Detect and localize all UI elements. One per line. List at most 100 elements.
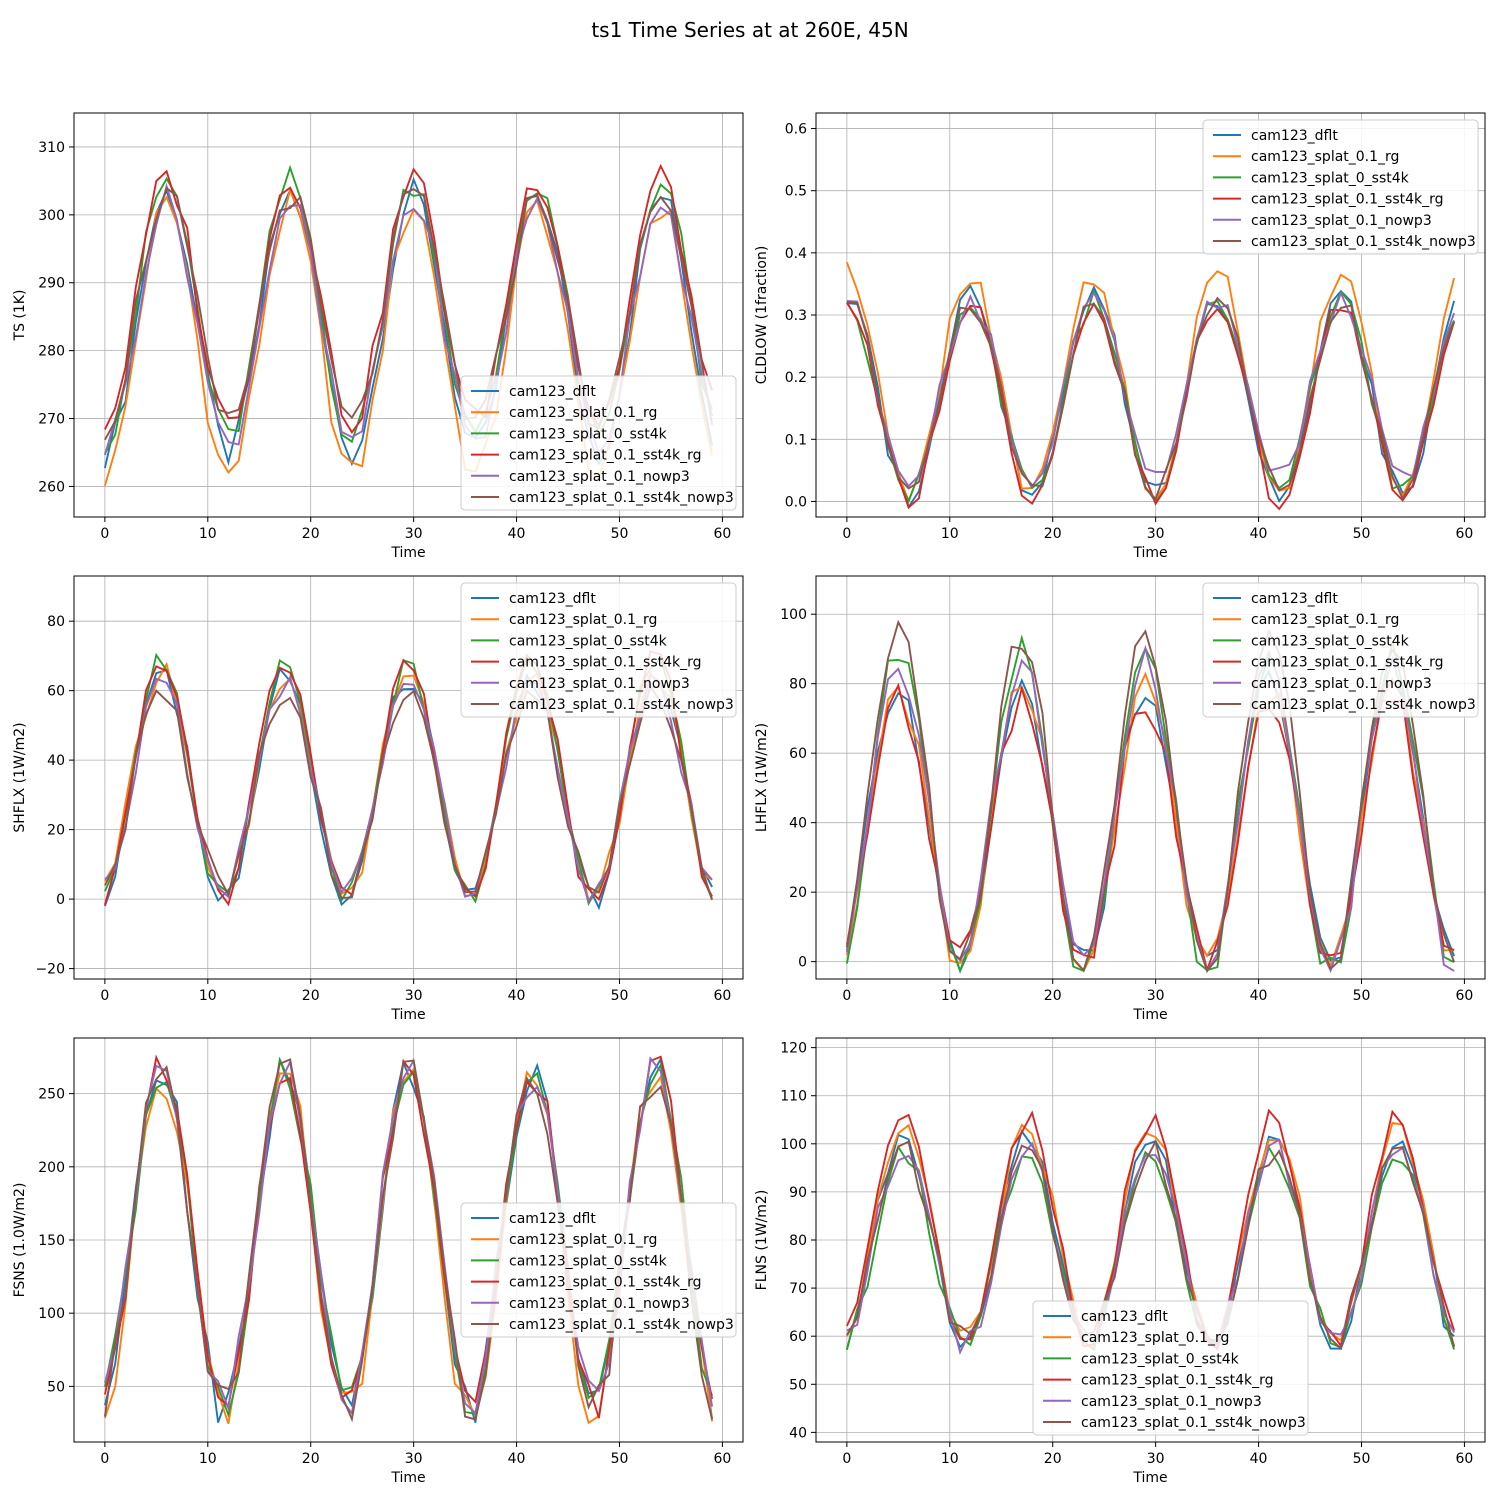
figure-title: ts1 Time Series at at 260E, 45N (591, 18, 908, 42)
axes-frame (73, 575, 744, 980)
x-tick-label: 20 (302, 526, 320, 542)
y-tick-label: 0.5 (785, 184, 807, 200)
legend-label: cam123_splat_0.1_sst4k_nowp3 (509, 697, 734, 713)
legend: cam123_dflt cam123_splat_0.1_rg cam123_spl… (1202, 119, 1479, 255)
legend-label: cam123_splat_0_sst4k (509, 1253, 668, 1269)
x-tick-label: 10 (941, 988, 959, 1004)
panel-1: 0 10 20 30 40 50 60 0.0 0.1 0.2 0.3 0.4 0.5 0.6 Time CL… (754, 112, 1486, 561)
series-line-cam123_splat_0.1_sst4k_nowp3 (845, 619, 1455, 973)
legend-label: cam123_splat_0.1_nowp3 (1081, 1394, 1262, 1410)
y-tick-label: 40 (789, 816, 807, 832)
y-tick-label: 0.4 (785, 246, 807, 262)
y-tick-label: 90 (789, 1185, 807, 1201)
x-axis-label: Time (390, 545, 425, 561)
y-axis-label: SHFLX (1W/m2) (12, 722, 28, 832)
legend-label: cam123_splat_0.1_sst4k_nowp3 (509, 490, 734, 506)
x-tick-label: 30 (1147, 988, 1165, 1004)
y-tick-label: −20 (35, 962, 65, 978)
series-line-cam123_splat_0.1_sst4k_nowp3 (846, 1138, 1456, 1351)
x-tick-label: 10 (941, 1451, 959, 1467)
legend: cam123_dflt cam123_splat_0.1_rg cam123_spl… (1202, 582, 1479, 718)
x-tick-label: 30 (405, 988, 423, 1004)
legend-label: cam123_splat_0.1_sst4k_rg (509, 1275, 702, 1291)
y-tick-label: 0 (798, 955, 807, 971)
legend-label: cam123_splat_0.1_rg (509, 1232, 657, 1248)
x-axis-label: Time (1132, 1470, 1167, 1486)
legend-box (460, 1202, 737, 1338)
panel-3: 0 10 20 30 40 50 60 0 20 40 60 80 100 Time LHFLX (1W/m… (754, 575, 1486, 1023)
legend-label: cam123_splat_0.1_sst4k_rg (509, 448, 702, 464)
x-tick-label: 50 (1353, 526, 1371, 542)
x-axis-label: Time (390, 1007, 425, 1023)
series-line-cam123_splat_0.1_rg (104, 661, 713, 902)
legend: cam123_dflt cam123_splat_0.1_rg cam123_spl… (460, 582, 737, 718)
axes-frame (815, 575, 1486, 980)
y-tick-label: 260 (38, 479, 65, 495)
legend-label: cam123_splat_0.1_nowp3 (1251, 676, 1432, 692)
legend-label: cam123_dflt (1251, 591, 1338, 607)
x-tick-label: 0 (100, 526, 109, 542)
x-tick-label: 60 (714, 988, 732, 1004)
legend: cam123_dflt cam123_splat_0.1_rg cam123_spl… (460, 1202, 737, 1338)
y-tick-label: 0.0 (785, 494, 807, 510)
legend-label: cam123_splat_0.1_nowp3 (509, 469, 690, 485)
legend-box (1032, 1300, 1309, 1436)
y-tick-label: 250 (38, 1087, 65, 1103)
legend-label: cam123_splat_0.1_sst4k_nowp3 (1081, 1415, 1306, 1431)
legend-label: cam123_splat_0.1_sst4k_nowp3 (1251, 697, 1476, 713)
x-tick-label: 50 (1353, 988, 1371, 1004)
legend-label: cam123_splat_0_sst4k (1251, 170, 1410, 186)
x-tick-label: 30 (1147, 526, 1165, 542)
y-tick-label: 200 (38, 1160, 65, 1176)
y-tick-label: 100 (780, 1137, 807, 1153)
legend-label: cam123_splat_0_sst4k (509, 633, 668, 649)
x-tick-label: 0 (100, 988, 109, 1004)
legend-label: cam123_splat_0.1_rg (509, 405, 657, 421)
legend-label: cam123_splat_0.1_sst4k_rg (1251, 655, 1444, 671)
y-tick-label: 70 (789, 1281, 807, 1297)
x-tick-label: 20 (302, 988, 320, 1004)
legend-label: cam123_splat_0.1_sst4k_nowp3 (509, 1317, 734, 1333)
x-tick-label: 60 (1456, 1451, 1474, 1467)
series-line-cam123_splat_0.1_nowp3 (846, 1138, 1455, 1356)
legend-label: cam123_dflt (1081, 1309, 1168, 1325)
x-tick-label: 30 (405, 1451, 423, 1467)
y-tick-label: 50 (789, 1377, 807, 1393)
y-tick-label: 50 (47, 1379, 65, 1395)
legend-label: cam123_dflt (509, 1211, 596, 1227)
x-tick-label: 60 (1456, 988, 1474, 1004)
y-tick-label: 0.6 (785, 122, 807, 138)
legend-box (460, 582, 737, 718)
x-tick-label: 20 (1044, 526, 1062, 542)
x-tick-label: 40 (508, 526, 526, 542)
legend-label: cam123_splat_0.1_rg (1251, 149, 1399, 165)
x-tick-label: 50 (611, 526, 629, 542)
y-tick-label: 0.1 (785, 432, 807, 448)
legend-label: cam123_splat_0.1_sst4k_rg (1081, 1373, 1274, 1389)
x-tick-label: 20 (1044, 1451, 1062, 1467)
y-tick-label: 0 (56, 892, 65, 908)
y-axis-label: CLDLOW (1fraction) (754, 246, 770, 385)
x-tick-label: 0 (842, 526, 851, 542)
y-tick-label: 100 (780, 607, 807, 623)
panel-0: 0 10 20 30 40 50 60 260 270 280 290 300 310 Time TS (1… (12, 112, 744, 561)
y-tick-label: 40 (789, 1425, 807, 1441)
legend-box (460, 375, 737, 511)
x-tick-label: 20 (1044, 988, 1062, 1004)
legend-label: cam123_splat_0.1_sst4k_rg (509, 655, 702, 671)
y-tick-label: 120 (780, 1041, 807, 1057)
y-tick-label: 280 (38, 344, 65, 360)
x-tick-label: 40 (1250, 988, 1268, 1004)
x-tick-label: 40 (508, 988, 526, 1004)
x-axis-label: Time (1132, 1007, 1167, 1023)
legend-label: cam123_splat_0.1_nowp3 (509, 1296, 690, 1312)
x-tick-label: 0 (842, 988, 851, 1004)
legend-label: cam123_splat_0.1_sst4k_nowp3 (1251, 234, 1476, 250)
x-tick-label: 10 (199, 1451, 217, 1467)
x-axis-label: Time (1132, 545, 1167, 561)
y-tick-label: 60 (789, 746, 807, 762)
x-tick-label: 60 (714, 526, 732, 542)
y-tick-label: 20 (47, 823, 65, 839)
x-tick-label: 30 (1147, 1451, 1165, 1467)
x-tick-label: 20 (302, 1451, 320, 1467)
